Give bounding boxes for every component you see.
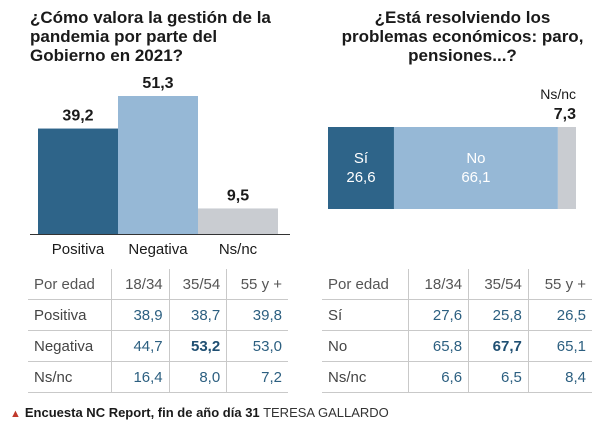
table-cell: 53,0	[226, 330, 288, 362]
source-text: Encuesta NC Report, fin de año día 31	[24, 405, 260, 420]
table-cell: 8,4	[527, 361, 592, 393]
table-cell: Ns/nc	[322, 361, 409, 393]
table-cell: 65,8	[408, 330, 469, 362]
table-header-cell: 18/34	[408, 269, 469, 300]
table-row: Sí 27,6 25,8 26,5	[322, 299, 592, 331]
table-row: No 65,8 67,7 65,1	[322, 330, 592, 362]
table-cell: 26,5	[527, 299, 592, 331]
table-cell: 38,9	[111, 299, 170, 331]
left-chart-title: ¿Cómo valora la gestión de la pandemia p…	[30, 8, 271, 65]
segment-value-label: 26,6	[346, 169, 375, 186]
bar-value-label: 51,3	[142, 75, 173, 92]
table-cell: 44,7	[111, 330, 170, 362]
triangle-icon: ▲	[10, 408, 21, 420]
table-cell: No	[322, 330, 409, 362]
table-header-cell: 35/54	[468, 269, 529, 300]
table-header-cell: Por edad	[322, 269, 409, 300]
table-cell: 6,6	[408, 361, 469, 393]
segment-nsnc	[557, 127, 576, 209]
left-bar-chart: 39,2 Positiva 51,3 Negativa 9,5 Ns/nc	[30, 75, 290, 258]
table-row: Ns/nc 6,6 6,5 8,4	[322, 361, 592, 393]
table-row: Negativa 44,7 53,2 53,0	[28, 330, 288, 362]
table-cell: Positiva	[28, 299, 112, 331]
nsnc-value-label: 7,3	[554, 106, 576, 123]
bar-positiva	[38, 128, 118, 234]
segment-category-label: Sí	[354, 150, 369, 167]
table-cell: 27,6	[408, 299, 469, 331]
right-chart-title: ¿Está resolviendo los problemas económic…	[341, 8, 584, 65]
table-cell: 65,1	[527, 330, 592, 362]
segment-si	[328, 127, 394, 209]
bar-negativa	[118, 96, 198, 234]
table-cell-highlight: 67,7	[468, 330, 529, 362]
table-header-row: Por edad 18/34 35/54 55 y +	[322, 269, 592, 300]
table-cell: 38,7	[168, 299, 227, 331]
table-row: Positiva 38,9 38,7 39,8	[28, 299, 288, 331]
table-cell: 25,8	[468, 299, 529, 331]
author-text: TERESA GALLARDO	[263, 405, 389, 420]
bar-nsnc	[198, 208, 278, 234]
category-label: Negativa	[128, 241, 188, 258]
right-age-table: Por edad 18/34 35/54 55 y + Sí 27,6 25,8…	[322, 269, 592, 393]
table-cell: Negativa	[28, 330, 112, 362]
segment-category-label: No	[466, 150, 485, 167]
right-stacked-bar-chart: Sí 26,6 No 66,1 Ns/nc 7,3	[328, 86, 576, 209]
table-cell: Ns/nc	[28, 361, 112, 393]
table-header-cell: 55 y +	[226, 269, 288, 300]
table-header-cell: 18/34	[111, 269, 170, 300]
nsnc-category-label: Ns/nc	[540, 86, 576, 102]
table-cell: 6,5	[468, 361, 529, 393]
bar-value-label: 39,2	[62, 108, 93, 125]
table-cell: 16,4	[111, 361, 170, 393]
table-header-cell: 55 y +	[527, 269, 592, 300]
table-header-cell: 35/54	[168, 269, 227, 300]
category-label: Ns/nc	[219, 241, 258, 258]
table-cell-highlight: 53,2	[168, 330, 227, 362]
table-row: Ns/nc 16,4 8,0 7,2	[28, 361, 288, 393]
bar-value-label: 9,5	[227, 187, 249, 204]
segment-no	[393, 127, 558, 209]
table-header-row: Por edad 18/34 35/54 55 y +	[28, 269, 288, 300]
table-cell: 7,2	[226, 361, 288, 393]
segment-value-label: 66,1	[461, 169, 490, 186]
table-cell: 39,8	[226, 299, 288, 331]
table-cell: Sí	[322, 299, 409, 331]
table-header-cell: Por edad	[28, 269, 112, 300]
footer-source: ▲ Encuesta NC Report, fin de año día 31 T…	[10, 405, 389, 420]
table-cell: 8,0	[168, 361, 227, 393]
left-age-table: Por edad 18/34 35/54 55 y + Positiva 38,…	[28, 269, 288, 393]
category-label: Positiva	[52, 241, 105, 258]
